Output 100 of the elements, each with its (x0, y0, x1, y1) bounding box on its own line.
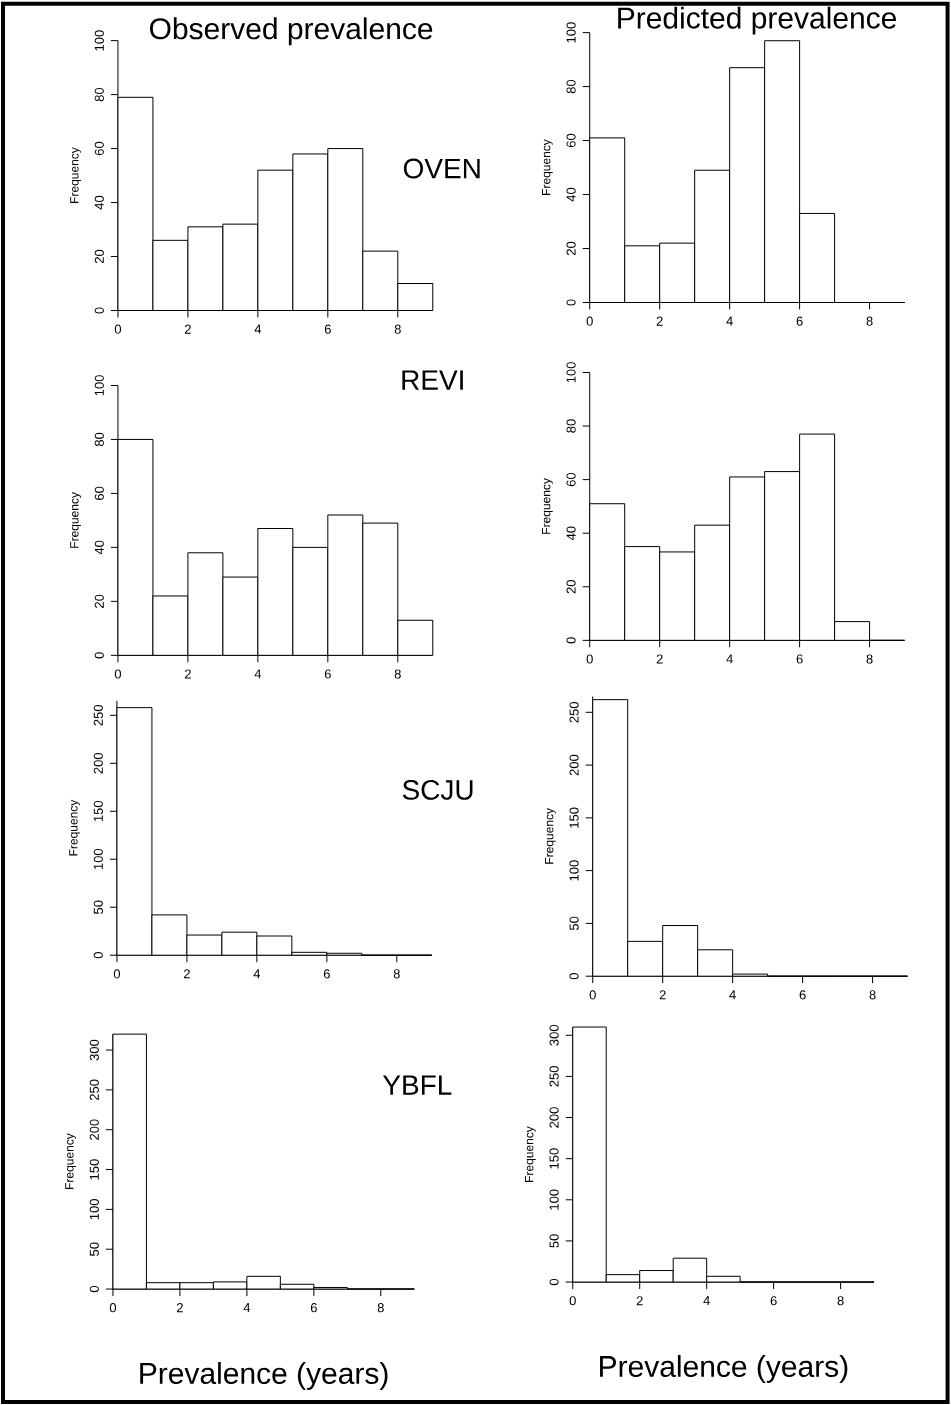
y-tick-label: 0 (549, 1278, 559, 1286)
y-tick-label: 20 (566, 580, 576, 594)
x-tick-label: 0 (586, 316, 594, 326)
x-tick-label: 2 (185, 669, 192, 679)
y-tick-label: 100 (566, 362, 576, 383)
y-tick-label: 0 (89, 1285, 100, 1293)
x-tick-label: 0 (114, 969, 121, 979)
y-tick-label: 20 (94, 594, 105, 608)
x-tick-label: 6 (770, 1296, 777, 1306)
x-tick-label: 8 (393, 969, 401, 979)
x-tick-label: 6 (796, 316, 803, 326)
y-tick-label: 0 (566, 637, 576, 644)
y-tick-label: 60 (566, 472, 576, 487)
x-tick-label: 8 (394, 324, 402, 334)
y-tick-label: 100 (94, 375, 105, 396)
y-tick-label: 200 (89, 1119, 100, 1140)
y-axis-title: Frequency (525, 1126, 536, 1182)
chart-title: Predicted prevalence (618, 6, 897, 35)
y-tick-label: 200 (93, 752, 104, 774)
x-axis-title: Prevalence (years) (140, 1362, 388, 1390)
x-tick-label: 6 (799, 990, 806, 1000)
y-axis-title: Frequency (542, 478, 553, 534)
y-tick-label: 150 (569, 807, 579, 828)
x-tick-label: 6 (325, 669, 332, 679)
x-tick-label: 0 (110, 1303, 117, 1313)
x-tick-label: 8 (866, 654, 873, 664)
y-tick-label: 300 (549, 1024, 559, 1046)
y-axis-title: Frequency (69, 799, 81, 856)
annotation: SCJU (403, 779, 473, 800)
y-axis-title: Frequency (70, 147, 82, 203)
y-tick-label: 60 (94, 141, 105, 156)
x-tick-label: 0 (115, 324, 122, 334)
x-tick-label: 4 (253, 969, 261, 979)
x-tick-label: 8 (866, 316, 873, 326)
x-tick-label: 0 (586, 654, 594, 664)
x-tick-label: 4 (726, 654, 734, 664)
x-tick-label: 2 (636, 1296, 643, 1306)
y-tick-label: 80 (94, 87, 105, 102)
x-tick-label: 4 (254, 324, 262, 334)
y-tick-label: 60 (566, 133, 576, 148)
y-tick-label: 250 (93, 705, 104, 726)
x-tick-label: 6 (311, 1303, 318, 1313)
y-tick-label: 100 (94, 30, 105, 51)
y-tick-label: 200 (569, 754, 579, 776)
x-tick-label: 2 (184, 969, 191, 979)
y-tick-label: 100 (89, 1199, 100, 1220)
x-tick-label: 6 (796, 654, 803, 664)
y-tick-label: 80 (566, 79, 576, 94)
y-tick-label: 150 (93, 800, 104, 822)
y-tick-label: 50 (569, 916, 579, 931)
x-tick-label: 2 (656, 316, 663, 326)
x-tick-label: 4 (729, 990, 737, 1000)
y-axis-title: Frequency (70, 492, 82, 548)
x-tick-label: 8 (394, 669, 402, 679)
y-tick-label: 250 (549, 1066, 559, 1087)
annotation: REVI (402, 370, 464, 390)
y-tick-label: 0 (93, 952, 104, 959)
y-tick-label: 250 (569, 701, 579, 723)
x-tick-label: 0 (115, 669, 122, 679)
x-tick-label: 4 (254, 669, 262, 679)
x-tick-label: 2 (659, 990, 666, 1000)
x-tick-label: 8 (837, 1296, 844, 1306)
x-tick-label: 6 (324, 969, 331, 979)
y-tick-label: 200 (549, 1107, 559, 1128)
y-tick-label: 40 (566, 187, 576, 202)
y-tick-label: 50 (549, 1234, 559, 1248)
x-tick-label: 2 (656, 654, 663, 664)
y-tick-label: 60 (94, 486, 105, 500)
y-tick-label: 100 (569, 860, 579, 881)
y-tick-label: 150 (89, 1159, 100, 1180)
y-tick-label: 250 (89, 1079, 100, 1101)
y-tick-label: 20 (94, 249, 105, 264)
y-tick-label: 80 (566, 419, 576, 433)
y-tick-label: 40 (94, 195, 105, 210)
y-axis-title: Frequency (65, 1133, 77, 1189)
x-tick-label: 4 (726, 316, 734, 326)
x-tick-label: 2 (185, 324, 192, 334)
y-tick-label: 100 (549, 1189, 559, 1210)
y-tick-label: 100 (566, 22, 576, 43)
annotation: OVEN (404, 158, 480, 179)
y-tick-label: 50 (89, 1242, 100, 1256)
y-tick-label: 0 (94, 307, 105, 314)
annotation: YBFL (383, 1075, 452, 1095)
y-axis-title: Frequency (545, 808, 556, 864)
x-axis-title: Prevalence (years) (600, 1355, 848, 1383)
x-tick-label: 6 (325, 324, 332, 334)
x-tick-label: 8 (869, 990, 876, 1000)
y-tick-label: 150 (549, 1148, 559, 1169)
y-tick-label: 40 (94, 540, 105, 555)
x-tick-label: 8 (377, 1303, 385, 1313)
chart-title: Observed prevalence (150, 17, 433, 46)
y-tick-label: 100 (93, 848, 104, 870)
y-tick-label: 300 (89, 1039, 100, 1061)
y-tick-label: 20 (566, 241, 576, 256)
y-tick-label: 80 (94, 432, 105, 447)
y-tick-label: 0 (566, 299, 576, 306)
x-tick-label: 2 (177, 1303, 184, 1313)
y-axis-title: Frequency (542, 139, 553, 195)
x-tick-label: 4 (703, 1296, 711, 1306)
x-tick-label: 0 (589, 990, 597, 1000)
